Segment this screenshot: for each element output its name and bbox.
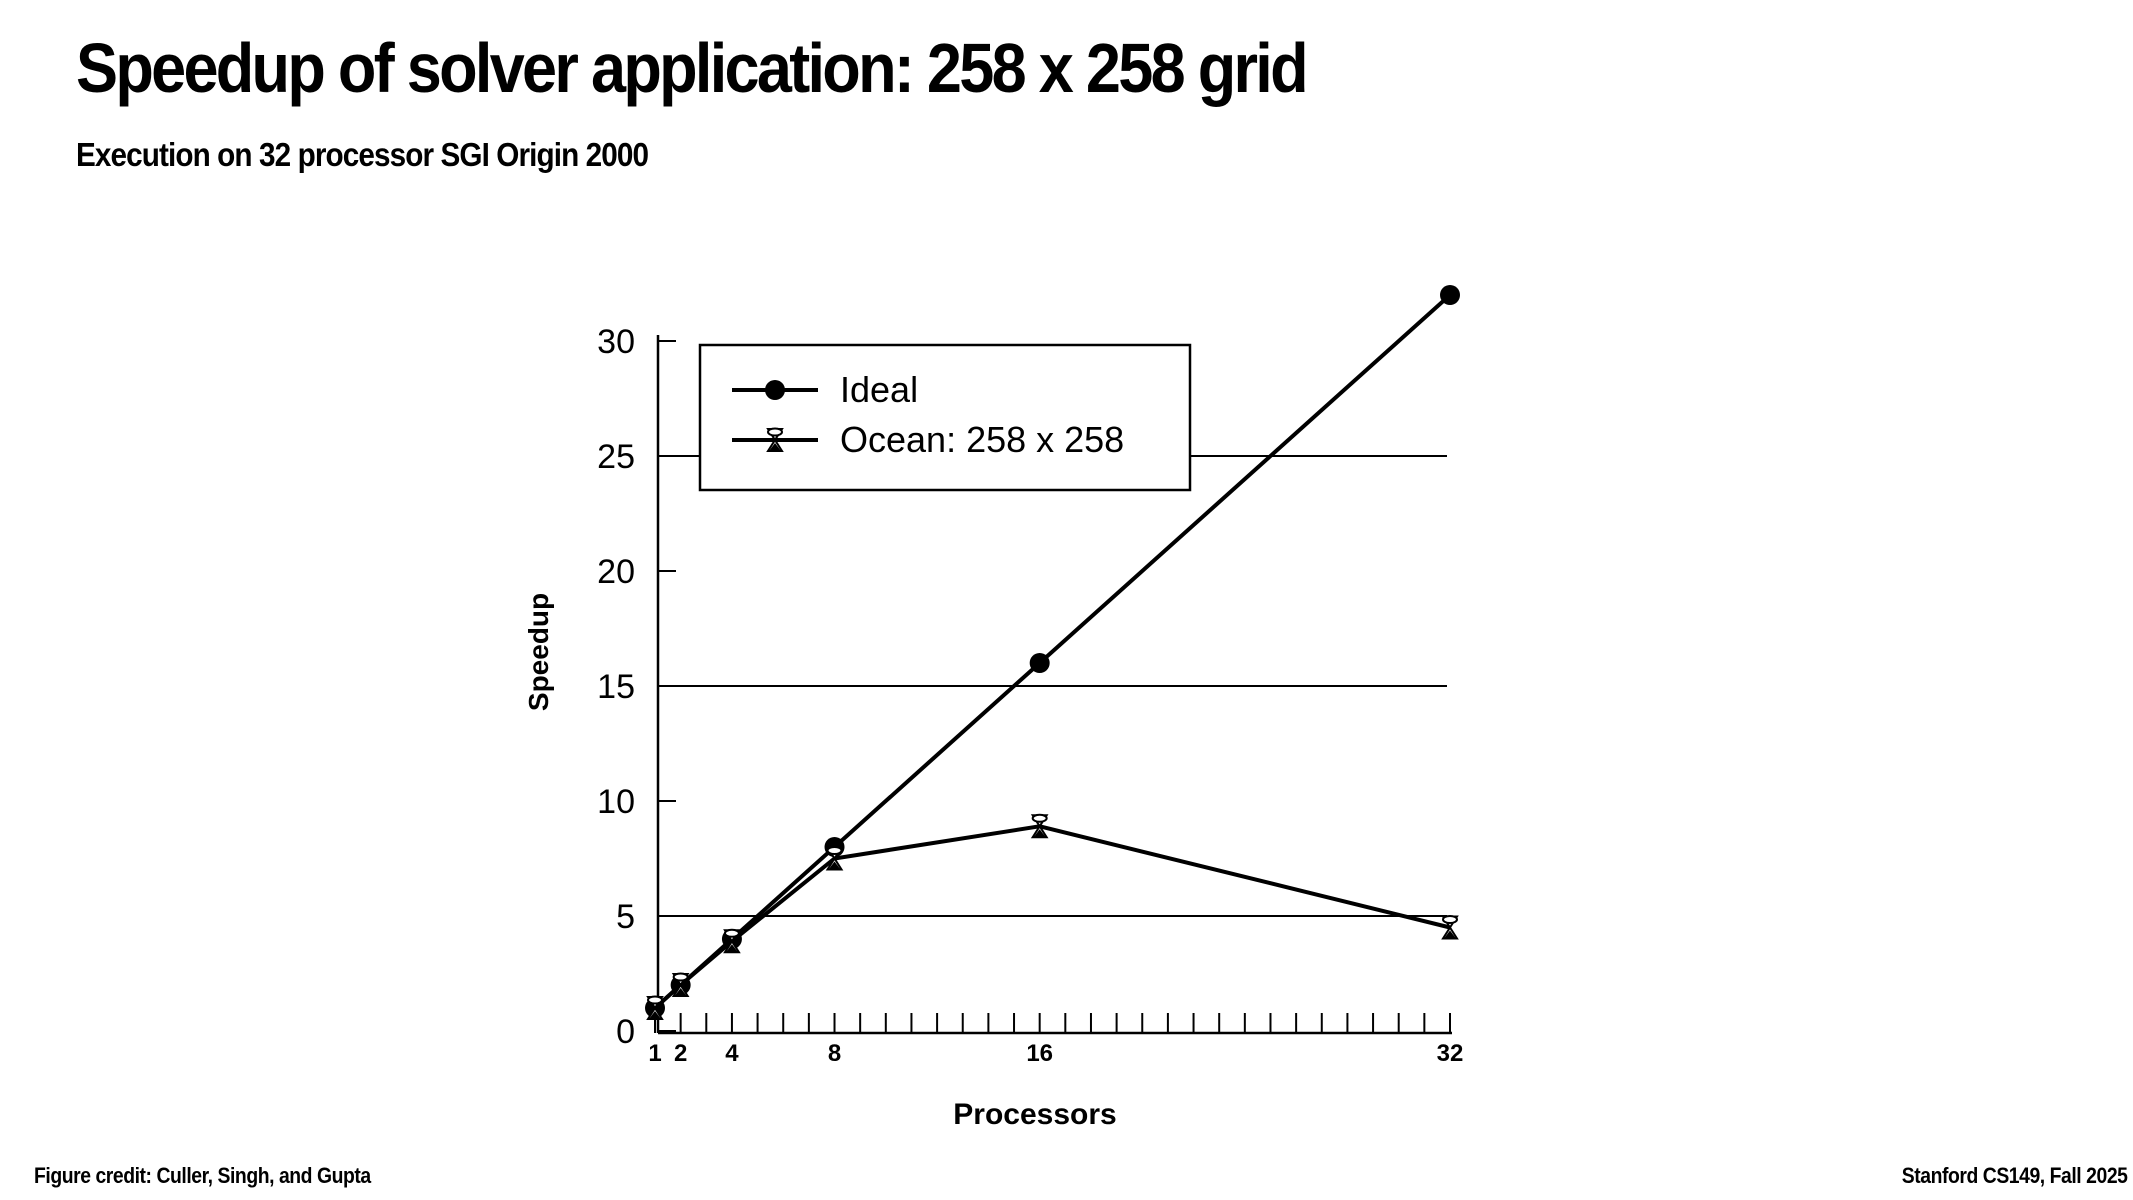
data-point-hourglass — [1030, 813, 1049, 839]
page-subtitle: Execution on 32 processor SGI Origin 200… — [76, 136, 649, 173]
figure-credit: Figure credit: Culler, Singh, and Gupta — [34, 1163, 371, 1188]
y-tick-label: 15 — [597, 668, 635, 706]
x-axis-label: Processors — [953, 1098, 1116, 1131]
y-axis-label: Speedup — [523, 593, 554, 711]
legend-box — [698, 343, 1192, 492]
y-tick-label: 10 — [597, 783, 635, 821]
y-tick-label: 5 — [616, 898, 635, 936]
data-point-hourglass — [825, 846, 844, 871]
data-point-hourglass — [1441, 915, 1459, 940]
data-point-circle — [1440, 285, 1460, 305]
data-point-hourglass — [723, 928, 741, 954]
series-line-ocean — [653, 824, 1451, 1010]
page-title: Speedup of solver application: 258 x 258… — [76, 29, 1309, 107]
legend-entry-label: Ideal — [840, 369, 918, 410]
y-tick-label: 25 — [597, 438, 635, 476]
x-tick-label: 4 — [725, 1040, 739, 1067]
x-tick-label: 8 — [828, 1040, 841, 1067]
course-label: Stanford CS149, Fall 2025 — [1901, 1163, 2127, 1188]
legend-entry-label: Ocean: 258 x 258 — [840, 419, 1124, 460]
data-point-hourglass — [766, 427, 784, 452]
y-tick-label: 20 — [597, 553, 635, 591]
y-tick-label: 30 — [597, 323, 635, 361]
y-tick-label: 0 — [616, 1013, 635, 1051]
data-point-hourglass — [646, 995, 664, 1020]
data-point-circle — [765, 380, 785, 400]
data-point-hourglass — [671, 972, 690, 997]
x-tick-label: 1 — [648, 1040, 661, 1067]
x-tick-label: 16 — [1026, 1040, 1053, 1067]
data-point-circle — [1029, 653, 1050, 673]
x-tick-label: 32 — [1437, 1040, 1464, 1067]
x-tick-label: 2 — [674, 1040, 687, 1067]
